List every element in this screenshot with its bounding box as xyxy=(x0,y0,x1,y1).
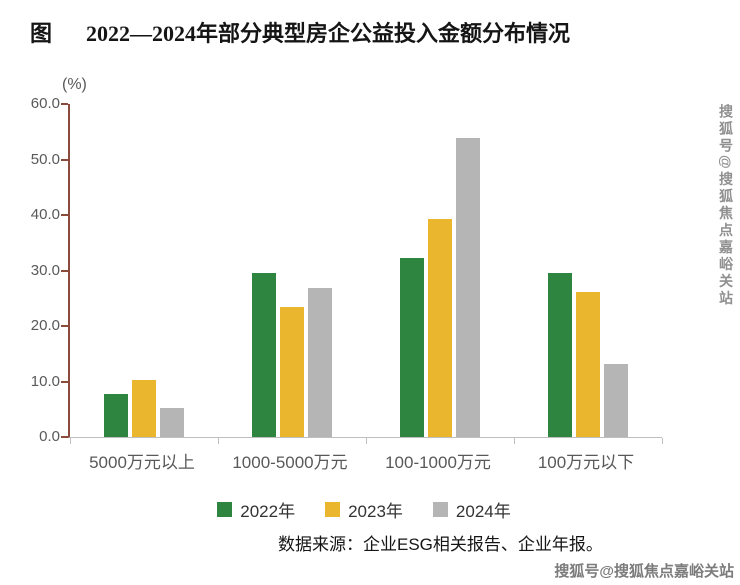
y-tick-mark xyxy=(61,380,68,383)
legend-swatch xyxy=(432,502,448,517)
y-tick-marks xyxy=(61,103,68,438)
bar-2022年-100万元以下 xyxy=(548,273,572,437)
figure-label: 图 xyxy=(30,21,53,46)
bar-2022年-1000-5000万元 xyxy=(252,273,276,437)
source-note: 数据来源：企业ESG相关报告、企业年报。 xyxy=(278,535,603,554)
x-axis-label: 5000万元以上 xyxy=(89,453,195,472)
figure-title-text: 2022—2024年部分典型房企公益投入金额分布情况 xyxy=(86,21,571,46)
x-tick-mark xyxy=(662,438,663,444)
legend-item: 2023年 xyxy=(325,497,403,522)
x-tick-marks xyxy=(70,438,663,444)
x-tick-mark xyxy=(70,438,71,444)
bar-2024年-100-1000万元 xyxy=(456,137,480,437)
y-tick-mark xyxy=(61,269,68,272)
legend-item: 2022年 xyxy=(217,497,295,522)
bar-2024年-100万元以下 xyxy=(604,363,628,437)
bar-2022年-100-1000万元 xyxy=(400,257,424,437)
y-tick-label: 10.0 xyxy=(30,372,60,390)
legend-label: 2022年 xyxy=(240,502,296,521)
y-tick-label: 60.0 xyxy=(30,95,60,112)
y-axis-labels: 60.0 50.0 40.0 30.0 20.0 10.0 0.0 xyxy=(0,96,60,445)
bar-2023年-100-1000万元 xyxy=(428,218,452,437)
x-axis-labels: 5000万元以上 1000-5000万元 100-1000万元 100万元以下 xyxy=(68,448,660,473)
legend-swatch xyxy=(325,502,341,517)
y-tick-label: 30.0 xyxy=(30,261,60,279)
y-tick-mark xyxy=(61,103,68,105)
y-tick-mark xyxy=(61,214,68,216)
bar-2023年-1000-5000万元 xyxy=(280,306,304,437)
bar-group xyxy=(366,104,514,437)
y-tick-mark xyxy=(61,158,68,161)
y-tick-label: 50.0 xyxy=(30,150,60,168)
bar-groups xyxy=(70,104,662,437)
x-tick-mark xyxy=(514,438,515,444)
bar-2024年-5000万元以上 xyxy=(160,407,184,437)
figure-title: 图 2022—2024年部分典型房企公益投入金额分布情况 xyxy=(30,16,570,48)
x-tick-mark xyxy=(366,438,367,444)
watermark-bottom: 搜狐号@搜狐焦点嘉峪关站 xyxy=(554,563,734,580)
y-tick-label: 20.0 xyxy=(30,317,60,334)
legend-label: 2023年 xyxy=(348,502,403,521)
bar-group xyxy=(514,104,662,437)
bar-2024年-1000-5000万元 xyxy=(308,288,332,437)
x-axis-label: 1000-5000万元 xyxy=(232,453,348,472)
y-tick-label: 40.0 xyxy=(30,206,60,223)
watermark-vertical: 搜狐号@搜狐焦点嘉峪关站 xyxy=(718,104,734,308)
y-tick-mark xyxy=(61,436,68,438)
x-axis-label: 100-1000万元 xyxy=(385,453,491,472)
bar-2022年-5000万元以上 xyxy=(104,393,128,437)
bar-2023年-5000万元以上 xyxy=(132,380,156,437)
x-tick-mark xyxy=(218,438,219,444)
x-axis-label: 100万元以下 xyxy=(537,453,635,472)
legend-swatch xyxy=(217,502,233,517)
legend-label: 2024年 xyxy=(455,502,511,521)
bar-2023年-100万元以下 xyxy=(576,291,600,437)
plot-area xyxy=(61,103,663,444)
legend: 2022年 2023年 2024年 xyxy=(68,497,660,522)
y-tick-label: 0.0 xyxy=(39,428,60,445)
y-axis-unit-label: (%) xyxy=(62,76,87,93)
legend-item: 2024年 xyxy=(432,497,511,522)
bar-group xyxy=(218,104,366,437)
bar-group xyxy=(70,104,218,437)
y-tick-mark xyxy=(61,325,68,327)
